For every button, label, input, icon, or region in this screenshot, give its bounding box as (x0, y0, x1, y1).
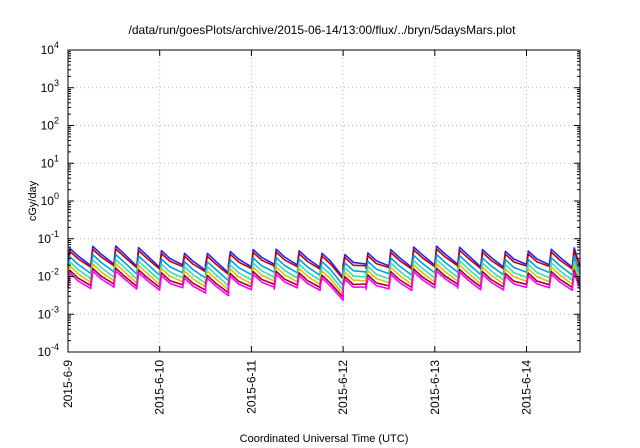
x-tick-label: 2015-6-13 (428, 360, 442, 415)
y-tick-exponent: -4 (51, 342, 59, 352)
y-tick-label: 10-4 (38, 342, 59, 359)
y-tick-base: 10 (38, 345, 52, 359)
y-tick-base: 10 (41, 43, 55, 57)
y-tick-exponent: 3 (54, 78, 59, 88)
grid-lines (68, 50, 580, 352)
y-tick-exponent: -1 (51, 229, 59, 239)
y-tick-base: 10 (41, 119, 55, 133)
data-series-line (67, 270, 581, 301)
x-tick-label: 2015-6-14 (520, 360, 534, 415)
x-tick-label: 2015-6-10 (153, 360, 167, 415)
y-tick-exponent: 0 (54, 191, 59, 201)
x-tick-label: 2015-6-11 (244, 360, 258, 414)
y-tick-base: 10 (41, 81, 55, 95)
y-tick-label: 10-2 (38, 267, 59, 284)
y-tick-label: 104 (41, 40, 59, 57)
x-tick-label: 2015-6-9 (61, 360, 75, 408)
y-axis-label: cGy/day (27, 180, 39, 221)
y-tick-label: 100 (41, 191, 59, 208)
y-tick-base: 10 (41, 194, 55, 208)
y-tick-label: 102 (41, 116, 59, 133)
data-series-group (67, 245, 581, 301)
y-tick-exponent: -2 (51, 267, 59, 277)
x-axis-label: Coordinated Universal Time (UTC) (240, 433, 409, 445)
x-tick-label: 2015-6-12 (336, 360, 350, 415)
y-tick-label: 10-3 (38, 304, 59, 321)
y-tick-label: 103 (41, 78, 59, 95)
y-tick-base: 10 (38, 270, 52, 284)
y-tick-label: 10-1 (38, 229, 59, 246)
y-tick-base: 10 (41, 156, 55, 170)
y-tick-base: 10 (38, 232, 52, 246)
y-tick-exponent: 1 (54, 153, 59, 163)
y-tick-base: 10 (38, 307, 52, 321)
y-tick-exponent: 4 (54, 40, 59, 50)
y-tick-exponent: -3 (51, 304, 59, 314)
y-tick-label: 101 (41, 153, 59, 170)
chart-title: /data/run/goesPlots/archive/2015-06-14/1… (129, 23, 517, 37)
y-tick-exponent: 2 (54, 116, 59, 126)
